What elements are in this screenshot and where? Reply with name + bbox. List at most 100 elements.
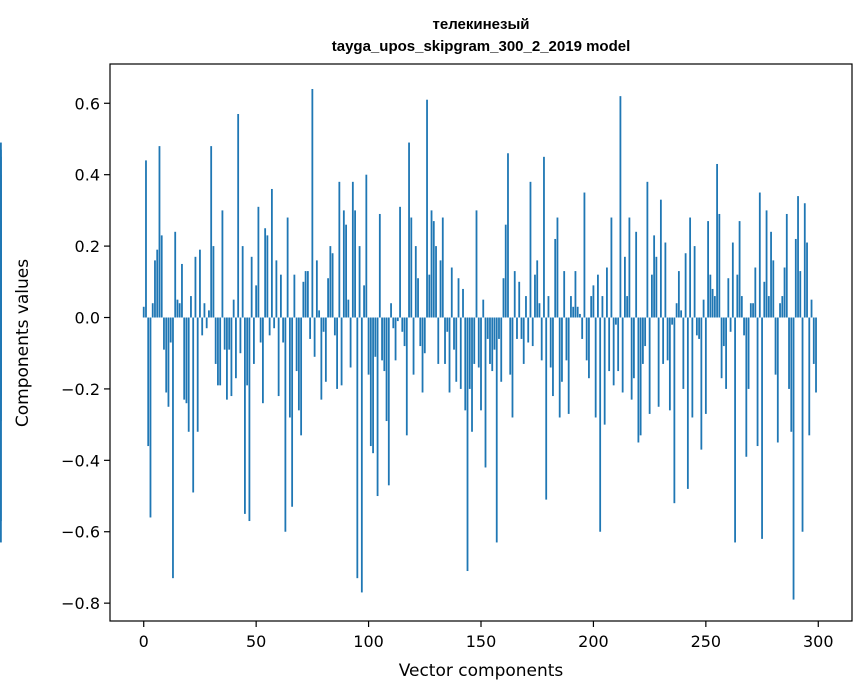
bar (356, 317, 359, 579)
bar (752, 303, 754, 318)
bar (264, 228, 267, 318)
bar (333, 317, 336, 336)
bar (583, 192, 586, 318)
bar (574, 271, 577, 318)
bar (767, 296, 770, 318)
bar (565, 317, 568, 361)
bar (727, 278, 730, 318)
bar (154, 260, 156, 318)
bar (603, 317, 606, 425)
bar (300, 317, 303, 436)
bar (540, 317, 543, 361)
bar (428, 274, 431, 318)
bar (244, 317, 246, 514)
bar (695, 317, 698, 336)
bar (156, 249, 159, 318)
bar (259, 317, 262, 343)
bar (381, 317, 383, 361)
bar (738, 221, 741, 318)
chart-subtitle: tayga_upos_skipgram_300_2_2019 model (332, 38, 631, 55)
bar (522, 317, 525, 364)
bar (543, 156, 545, 318)
bar (779, 303, 781, 318)
bar (484, 317, 487, 468)
bar (630, 317, 633, 400)
bar (709, 274, 712, 318)
bar (606, 267, 608, 318)
bar (219, 317, 222, 386)
bar (734, 317, 736, 543)
bar (178, 303, 181, 318)
bar (626, 296, 629, 318)
bar (619, 96, 622, 318)
bar (421, 317, 424, 393)
bar (776, 317, 779, 443)
bar (592, 285, 595, 318)
bar (192, 317, 195, 493)
bar (432, 221, 435, 318)
bar (201, 317, 204, 336)
bar (803, 203, 806, 318)
bar (716, 163, 718, 318)
bar (172, 317, 174, 579)
bar (558, 317, 561, 418)
bar (372, 317, 374, 454)
bar (347, 299, 350, 318)
y-axis-label: Components values (13, 259, 33, 427)
bar (693, 246, 696, 318)
bar (610, 217, 613, 318)
bar (399, 206, 401, 318)
bar (455, 317, 458, 382)
bar (239, 317, 242, 354)
chart-title: телекинезый (433, 16, 530, 33)
bar (441, 217, 444, 318)
bar (486, 317, 489, 339)
bar (788, 317, 790, 389)
bar (210, 146, 213, 318)
bar (691, 317, 694, 418)
bar (480, 317, 482, 411)
bar (262, 317, 264, 404)
bar (401, 317, 404, 332)
bar (405, 317, 408, 436)
bar (408, 142, 410, 318)
bar (0, 292, 2, 318)
bar (664, 242, 667, 318)
bar (633, 317, 635, 379)
bar (349, 317, 352, 368)
bar (648, 317, 651, 414)
bar (250, 256, 253, 318)
bar (711, 288, 714, 318)
bar (477, 317, 480, 368)
bar (181, 263, 183, 318)
bar (196, 317, 199, 432)
bar (275, 260, 278, 318)
bar (293, 274, 296, 318)
bar (230, 317, 233, 397)
bar (147, 317, 150, 447)
bar (707, 221, 709, 318)
bar (673, 317, 676, 504)
bar (142, 306, 145, 318)
bar (675, 303, 678, 318)
bar (729, 317, 732, 332)
bar (444, 317, 446, 364)
bar (217, 317, 219, 386)
bar (0, 317, 2, 389)
bar (682, 317, 685, 389)
bar (423, 317, 426, 354)
bar (297, 317, 300, 411)
bar (561, 317, 563, 382)
bar (662, 317, 665, 364)
bar (340, 317, 343, 386)
bar (279, 274, 282, 318)
bar (336, 317, 338, 389)
bar (770, 231, 772, 318)
bar (385, 317, 388, 422)
bar (338, 181, 341, 318)
bar (563, 271, 566, 318)
bar (538, 303, 541, 318)
bar (806, 242, 808, 318)
bar (615, 317, 617, 325)
